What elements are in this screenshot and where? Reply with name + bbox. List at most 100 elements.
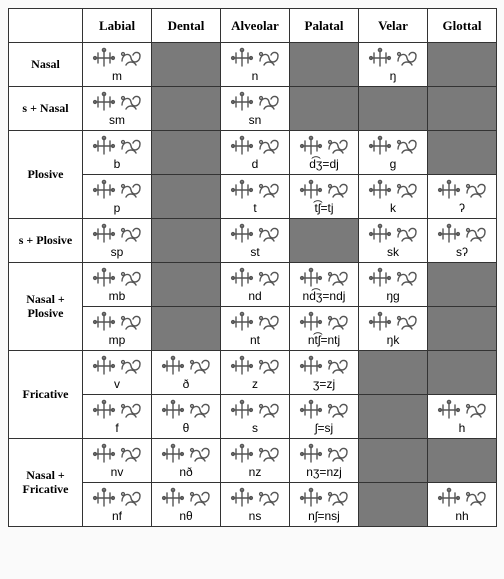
row-header: Nasal + Plosive: [9, 263, 83, 351]
table-row: s + Nasal sm: [9, 87, 497, 131]
empty-cell: [359, 483, 428, 527]
table-row: p t: [9, 175, 497, 219]
script-glyph-icon: [229, 135, 282, 157]
consonant-cell: nð: [152, 439, 221, 483]
table-row: Nasal m: [9, 43, 497, 87]
consonant-cell: ŋk: [359, 307, 428, 351]
table-row: mp nt: [9, 307, 497, 351]
empty-cell: [428, 131, 497, 175]
empty-cell: [428, 307, 497, 351]
script-glyph-icon: [229, 487, 282, 509]
empty-cell: [152, 219, 221, 263]
script-glyph-icon: [298, 399, 351, 421]
script-glyph-icon: [229, 47, 282, 69]
script-glyph-icon: [298, 355, 351, 377]
empty-cell: [359, 87, 428, 131]
ipa-label: nv: [111, 466, 124, 478]
col-header: Labial: [83, 9, 152, 43]
ipa-label: h: [459, 422, 466, 434]
ipa-label: ŋ: [390, 70, 397, 82]
col-header: Palatal: [290, 9, 359, 43]
empty-cell: [428, 43, 497, 87]
script-glyph-icon: [229, 399, 282, 421]
consonant-cell: nθ: [152, 483, 221, 527]
empty-cell: [152, 175, 221, 219]
col-header: Velar: [359, 9, 428, 43]
col-header: Alveolar: [221, 9, 290, 43]
empty-cell: [152, 307, 221, 351]
script-glyph-icon: [91, 223, 144, 245]
ipa-label: ŋk: [387, 334, 400, 346]
script-glyph-icon: [160, 399, 213, 421]
table-row: Nasal + Fricative nv: [9, 439, 497, 483]
ipa-label: mb: [109, 290, 126, 302]
script-glyph-icon: [91, 179, 144, 201]
script-glyph-icon: [229, 267, 282, 289]
consonant-cell: d͡ʒ=dj: [290, 131, 359, 175]
script-glyph-icon: [436, 399, 489, 421]
script-glyph-icon: [160, 355, 213, 377]
script-glyph-icon: [91, 91, 144, 113]
ipa-label: nf: [112, 510, 122, 522]
script-glyph-icon: [229, 91, 282, 113]
consonant-cell: sm: [83, 87, 152, 131]
ipa-label: nd: [248, 290, 261, 302]
table-row: nf nθ: [9, 483, 497, 527]
empty-cell: [290, 87, 359, 131]
ipa-label: f: [115, 422, 118, 434]
corner-cell: [9, 9, 83, 43]
script-glyph-icon: [229, 223, 282, 245]
empty-cell: [428, 263, 497, 307]
ipa-label: nð: [179, 466, 192, 478]
ipa-label: t͡ʃ=tj: [314, 202, 333, 214]
script-glyph-icon: [91, 47, 144, 69]
consonant-cell: sk: [359, 219, 428, 263]
consonant-cell: st: [221, 219, 290, 263]
table-row: Plosive b: [9, 131, 497, 175]
script-glyph-icon: [436, 487, 489, 509]
consonant-cell: v: [83, 351, 152, 395]
table-row: Fricative v: [9, 351, 497, 395]
empty-cell: [152, 263, 221, 307]
empty-cell: [428, 439, 497, 483]
script-glyph-icon: [160, 487, 213, 509]
col-header: Glottal: [428, 9, 497, 43]
empty-cell: [290, 219, 359, 263]
ipa-label: sk: [387, 246, 399, 258]
script-glyph-icon: [91, 487, 144, 509]
consonant-cell: θ: [152, 395, 221, 439]
consonant-cell: nt: [221, 307, 290, 351]
script-glyph-icon: [367, 311, 420, 333]
consonant-cell: ð: [152, 351, 221, 395]
script-glyph-icon: [298, 487, 351, 509]
script-glyph-icon: [367, 135, 420, 157]
ipa-label: nθ: [179, 510, 192, 522]
consonant-cell: t: [221, 175, 290, 219]
ipa-label: mp: [109, 334, 126, 346]
row-header: Plosive: [9, 131, 83, 219]
ipa-label: ʔ: [459, 202, 465, 214]
consonant-cell: z: [221, 351, 290, 395]
consonant-cell: nd͡ʒ=ndj: [290, 263, 359, 307]
empty-cell: [428, 351, 497, 395]
consonant-cell: ʃ=sj: [290, 395, 359, 439]
consonant-cell: nv: [83, 439, 152, 483]
script-glyph-icon: [436, 223, 489, 245]
ipa-label: ŋg: [386, 290, 399, 302]
script-glyph-icon: [298, 311, 351, 333]
empty-cell: [152, 43, 221, 87]
consonant-cell: f: [83, 395, 152, 439]
consonant-cell: nd: [221, 263, 290, 307]
script-glyph-icon: [298, 267, 351, 289]
row-header: Nasal + Fricative: [9, 439, 83, 527]
ipa-label: nz: [249, 466, 262, 478]
col-header: Dental: [152, 9, 221, 43]
ipa-label: nt͡ʃ=ntj: [308, 334, 340, 346]
consonant-cell: d: [221, 131, 290, 175]
ipa-label: v: [114, 378, 120, 390]
ipa-label: ʃ=sj: [315, 422, 333, 434]
ipa-label: st: [250, 246, 259, 258]
consonant-cell: k: [359, 175, 428, 219]
ipa-label: ʒ=zj: [313, 378, 335, 390]
consonant-cell: nz: [221, 439, 290, 483]
